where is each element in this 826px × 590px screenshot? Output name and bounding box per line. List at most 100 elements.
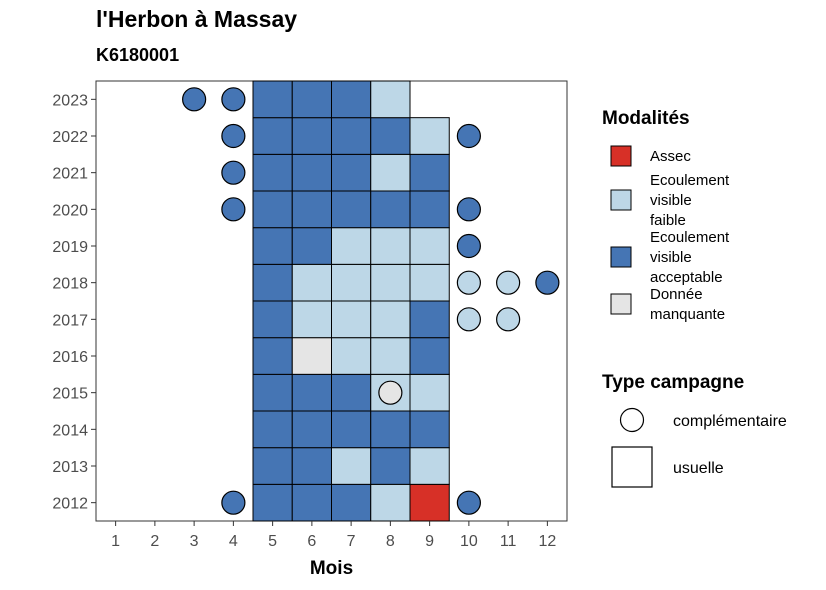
legend: Modalités Assec Ecoulement visible faibleEco…: [602, 108, 787, 488]
tile-2023-7: [331, 80, 372, 119]
x-tick-label: 10: [460, 533, 478, 550]
tile-2020-7: [331, 190, 372, 229]
x-tick-label: 2: [150, 533, 159, 550]
tile-2018-9: [409, 263, 450, 302]
legend-label-faible: Ecoulement visible faible: [650, 172, 730, 229]
point-2022-10: [456, 123, 481, 149]
chart-subtitle: K6180001: [96, 45, 180, 65]
tile-2022-8: [370, 117, 411, 155]
tile-2017-9: [409, 300, 450, 339]
x-tick-label: 5: [268, 533, 277, 550]
tile-2022-7: [331, 117, 372, 155]
legend-label-assec: Assec: [650, 148, 691, 165]
y-tick-label: 2020: [52, 202, 88, 219]
tile-2012-6: [291, 483, 332, 522]
axes: 1 2 3 4 5 6 7 8 9 10 11 122012201320142015201620172…: [52, 92, 556, 579]
y-tick-label: 2014: [52, 422, 88, 439]
legend-label-acceptable: Ecoulement visible acceptable: [650, 229, 730, 286]
legend-key-assec: [610, 145, 632, 167]
point-2022-4: [221, 123, 246, 149]
point-2017-11: [496, 307, 521, 332]
y-tick-label: 2017: [52, 312, 88, 329]
tile-2015-9: [409, 373, 450, 412]
x-tick-label: 11: [500, 533, 517, 550]
tile-2019-7: [331, 227, 372, 265]
tile-2014-9: [409, 410, 450, 449]
tile-2013-9: [409, 447, 450, 485]
y-tick-label: 2018: [52, 276, 88, 293]
tile-2016-9: [409, 337, 450, 375]
tile-2018-6: [291, 263, 332, 302]
x-tick-label: 6: [307, 533, 316, 550]
legend-label-usuelle: usuelle: [673, 460, 724, 477]
x-tick-label: 1: [111, 533, 120, 550]
x-tick-label: 9: [425, 533, 434, 550]
tile-2019-6: [291, 227, 332, 265]
y-tick-label: 2019: [52, 239, 88, 256]
point-2023-4: [221, 87, 246, 112]
tile-2017-6: [291, 300, 332, 339]
tile-2020-9: [409, 190, 450, 229]
x-tick-label: 8: [386, 533, 395, 550]
y-tick-label: 2016: [52, 349, 88, 366]
point-2020-10: [456, 197, 481, 222]
y-tick-label: 2022: [52, 129, 88, 146]
y-tick-label: 2015: [52, 386, 88, 403]
point-2017-10: [456, 307, 481, 332]
point-2019-10: [456, 233, 481, 259]
tile-2017-7: [331, 300, 372, 339]
x-tick-label: 7: [347, 533, 356, 550]
tile-2016-7: [331, 337, 372, 375]
plot-area: [95, 80, 568, 522]
tile-2015-5: [252, 373, 293, 412]
legend-label-complementaire: complémentaire: [673, 413, 787, 430]
point-2023-3: [182, 87, 207, 112]
tile-2016-5: [252, 337, 293, 375]
x-tick-label: 3: [190, 533, 199, 550]
x-axis-title: Mois: [310, 558, 353, 579]
tile-2022-5: [252, 117, 293, 155]
tile-2017-5: [252, 300, 293, 339]
point-2020-4: [221, 197, 246, 222]
tile-2015-6: [291, 373, 332, 412]
legend-key-acceptable: [610, 246, 632, 268]
tile-2016-6: [291, 337, 332, 375]
tile-2015-7: [331, 373, 372, 412]
legend-modalites-title: Modalités: [602, 108, 690, 129]
tile-2023-6: [291, 80, 332, 119]
chart-title: l'Herbon à Massay: [96, 6, 298, 32]
tile-2018-8: [370, 263, 411, 302]
tile-2012-5: [252, 483, 293, 522]
tile-2023-5: [252, 80, 293, 119]
point-2012-10: [456, 490, 481, 515]
legend-type-title: Type campagne: [602, 372, 744, 393]
tile-2020-8: [370, 190, 411, 229]
point-2012-4: [221, 490, 246, 515]
tile-2014-8: [370, 410, 411, 449]
tile-2016-8: [370, 337, 411, 375]
legend-key-usuelle: [611, 446, 653, 488]
tile-2013-6: [291, 447, 332, 485]
tile-2021-7: [331, 153, 372, 192]
legend-key-faible: [610, 189, 632, 211]
tile-2014-5: [252, 410, 293, 449]
legend-key-complementaire: [619, 407, 645, 433]
x-tick-label: 12: [538, 533, 556, 550]
tile-2021-9: [409, 153, 450, 192]
tile-2013-8: [370, 447, 411, 485]
y-tick-label: 2013: [52, 459, 88, 476]
legend-label-manquante: Donnée manquante: [650, 286, 725, 323]
tile-2017-8: [370, 300, 411, 339]
tile-2013-5: [252, 447, 293, 485]
tile-2022-9: [409, 117, 450, 155]
tile-2019-9: [409, 227, 450, 265]
point-2021-4: [221, 160, 246, 185]
tile-2014-6: [291, 410, 332, 449]
point-2015-8: [378, 380, 403, 405]
tile-2020-6: [291, 190, 332, 229]
tile-2020-5: [252, 190, 293, 229]
tile-2021-8: [370, 153, 411, 192]
tile-2018-7: [331, 263, 372, 302]
point-2018-11: [496, 270, 521, 295]
